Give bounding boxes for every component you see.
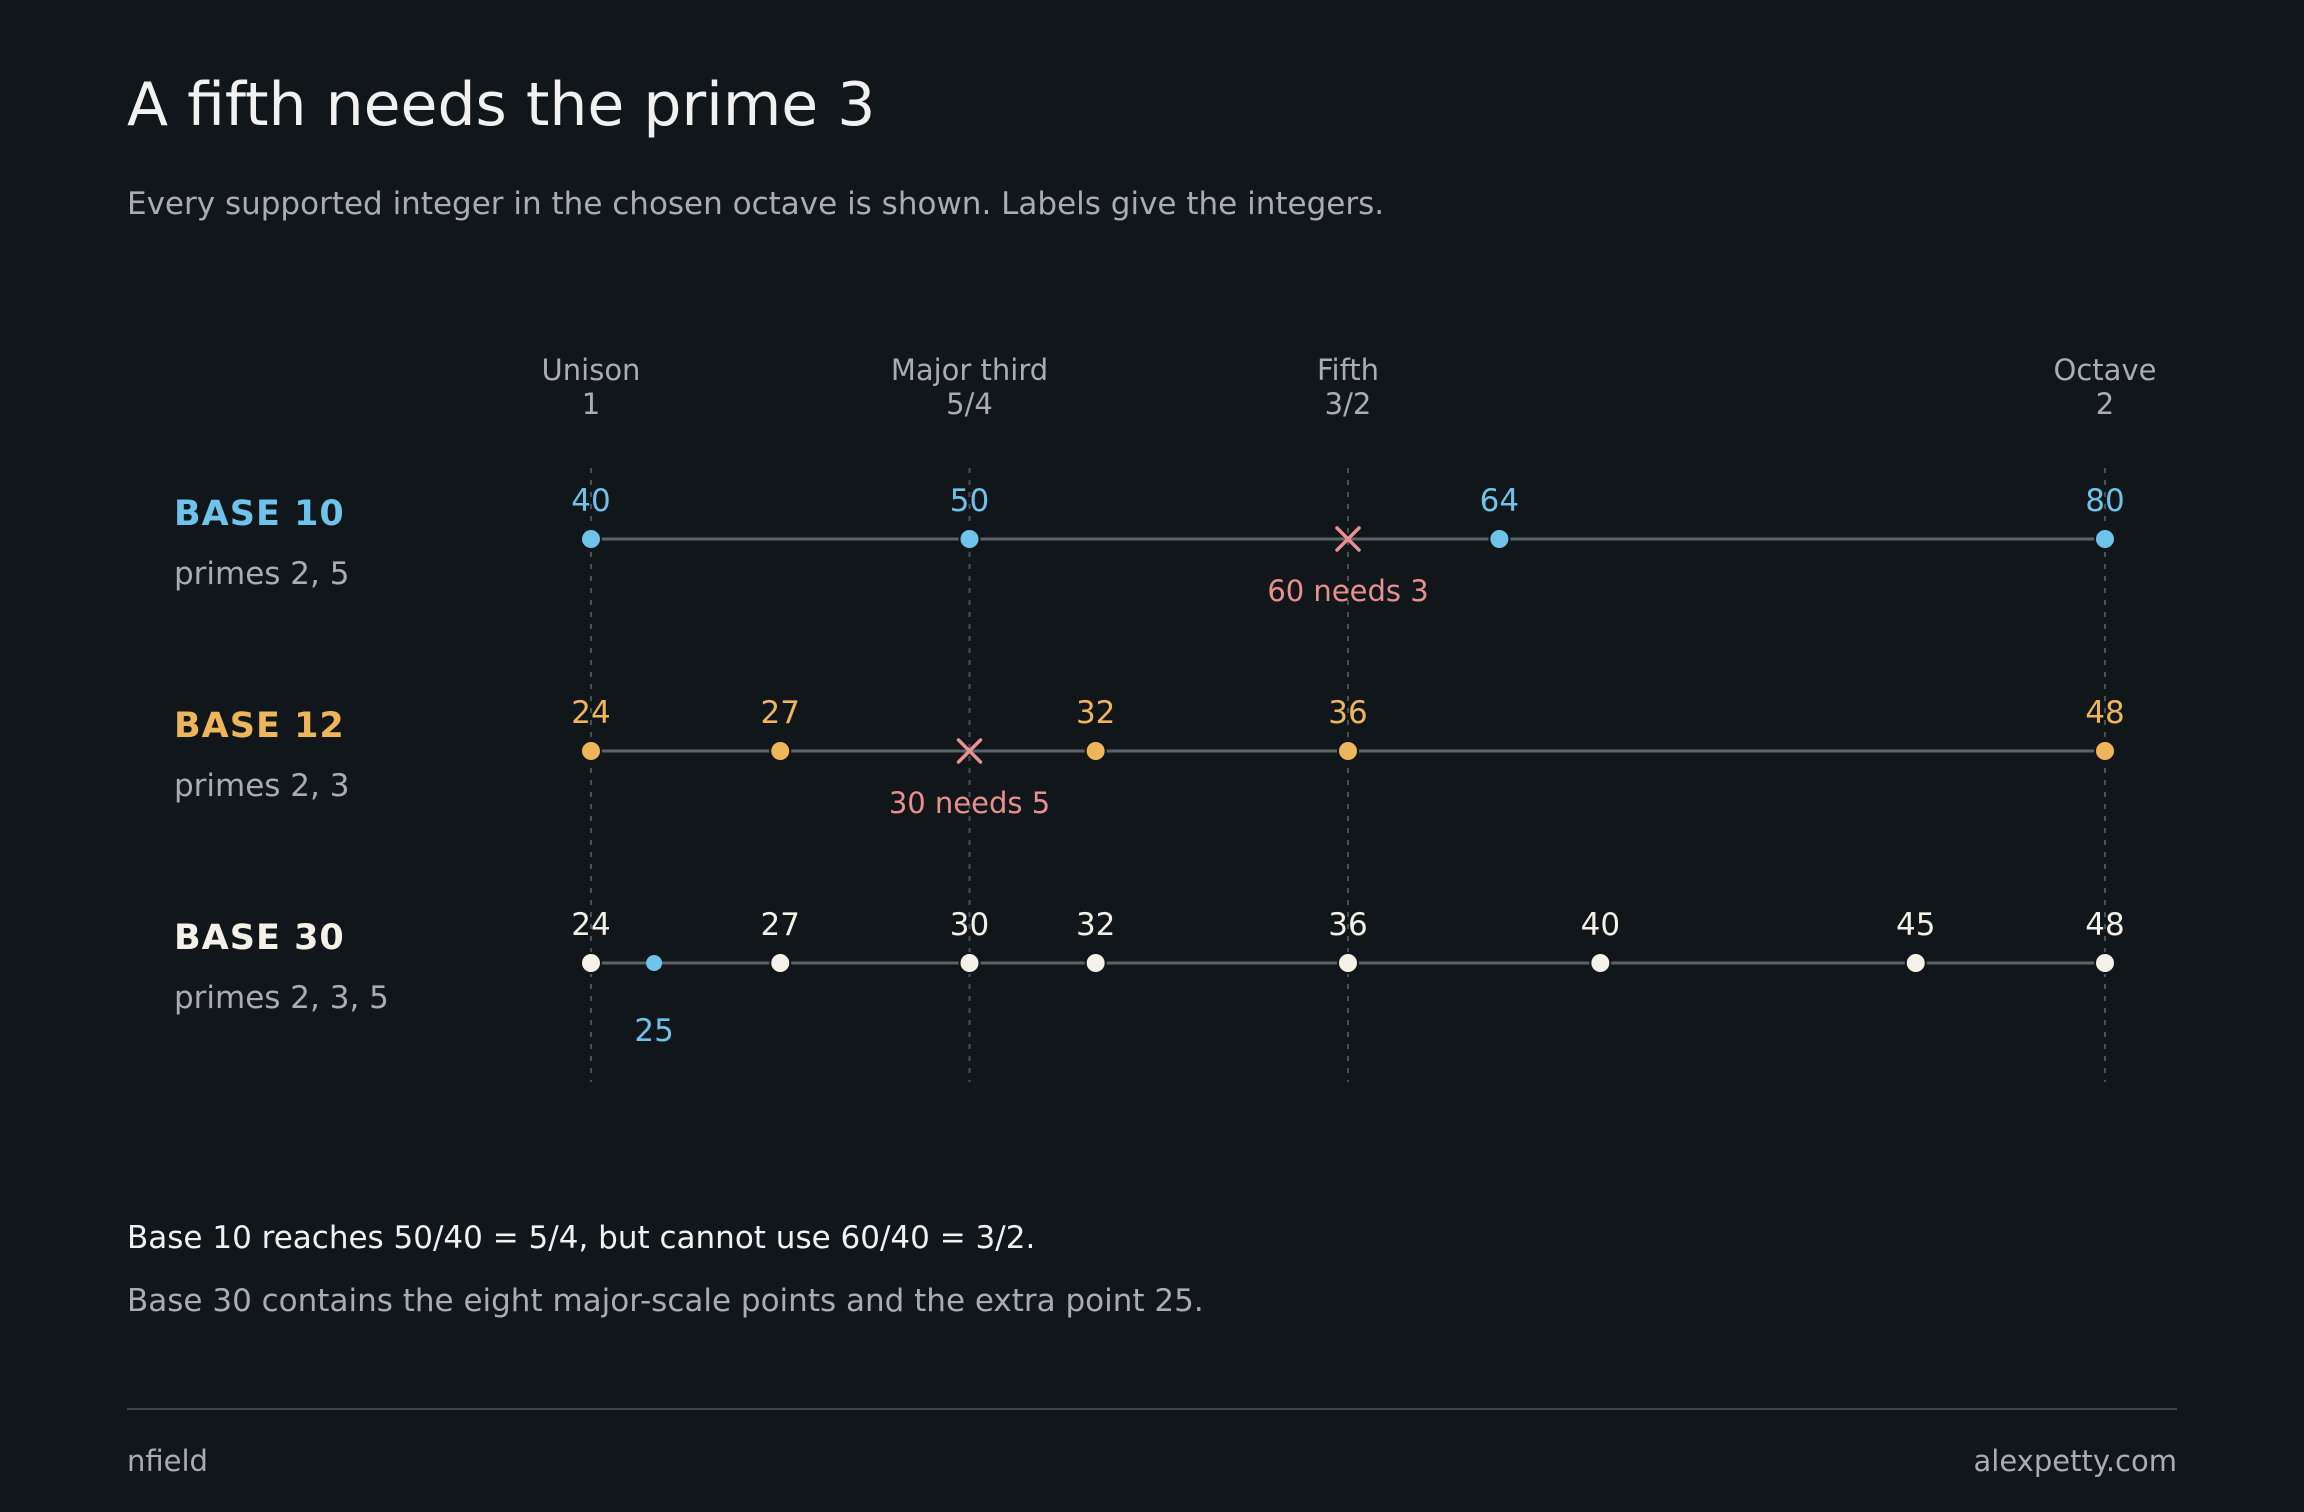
base-12-label: BASE 12 — [174, 706, 345, 746]
base-10-missing-label-60: 60 needs 3 — [1267, 574, 1428, 608]
base-30-point-45 — [1904, 952, 1927, 974]
base-30-point-48 — [2094, 952, 2116, 974]
column-name-0: Unison — [542, 353, 641, 387]
base-30-point-24 — [580, 952, 602, 974]
base-30-point-25 — [646, 955, 663, 971]
base-30-point-label-48: 48 — [2085, 907, 2124, 943]
base-12-missing-label-30: 30 needs 5 — [889, 786, 1050, 820]
base-12-point-48 — [2094, 740, 2116, 762]
base-30-point-label-40: 40 — [1581, 907, 1620, 943]
base-10-point-64 — [1488, 528, 1511, 550]
column-ratio-3: 2 — [2096, 387, 2114, 421]
base-12-point-label-32: 32 — [1076, 695, 1115, 731]
base-12-point-label-24: 24 — [571, 695, 610, 731]
column-ratio-0: 1 — [582, 387, 600, 421]
footer-left: nfield — [127, 1444, 208, 1478]
base-10-point-40 — [580, 528, 602, 550]
base-30-point-27 — [769, 952, 792, 974]
base-12-primes: primes 2, 3 — [174, 768, 349, 804]
base-30-point-32 — [1084, 952, 1107, 974]
base-12-point-36 — [1337, 740, 1359, 762]
base-12-point-27 — [769, 740, 792, 762]
base-30-point-label-36: 36 — [1328, 907, 1367, 943]
base-10-missing-marker-60 — [1335, 526, 1361, 552]
column-name-2: Fifth — [1317, 353, 1379, 387]
base-10-point-label-64: 64 — [1480, 483, 1519, 519]
base-12-point-24 — [580, 740, 602, 762]
base-10-primes: primes 2, 5 — [174, 556, 349, 592]
base-10-point-label-50: 50 — [950, 483, 989, 519]
column-name-1: Major third — [891, 353, 1048, 387]
base-30-point-label-45: 45 — [1896, 907, 1935, 943]
column-ratio-1: 5/4 — [946, 387, 993, 421]
footer-right: alexpetty.com — [1973, 1444, 2178, 1478]
base-30-point-label-25: 25 — [634, 1013, 673, 1049]
note-base-10: Base 10 reaches 50/40 = 5/4, but cannot … — [127, 1220, 1036, 1256]
base-30-point-label-27: 27 — [761, 907, 800, 943]
base-10-point-label-80: 80 — [2085, 483, 2124, 519]
base-10-point-80 — [2094, 528, 2116, 550]
base-30-primes: primes 2, 3, 5 — [174, 980, 389, 1016]
base-12-point-label-48: 48 — [2085, 695, 2124, 731]
page-subtitle: Every supported integer in the chosen oc… — [127, 186, 1385, 222]
base-12-point-label-27: 27 — [761, 695, 800, 731]
base-30-point-40 — [1589, 952, 1612, 974]
footer-divider — [127, 1408, 2177, 1410]
column-ratio-2: 3/2 — [1325, 387, 1372, 421]
base-10-point-50 — [958, 528, 981, 550]
base-30-point-label-30: 30 — [950, 907, 989, 943]
base-30-point-36 — [1337, 952, 1359, 974]
base-30-point-label-32: 32 — [1076, 907, 1115, 943]
base-30-point-30 — [958, 952, 981, 974]
base-12-point-label-36: 36 — [1328, 695, 1367, 731]
base-12-point-32 — [1084, 740, 1107, 762]
base-30-label: BASE 30 — [174, 918, 345, 958]
page-title: A fifth needs the prime 3 — [127, 70, 876, 140]
base-10-label: BASE 10 — [174, 494, 345, 534]
base-30-point-label-24: 24 — [571, 907, 610, 943]
base-10-point-label-40: 40 — [571, 483, 610, 519]
base-12-missing-marker-30 — [956, 738, 983, 764]
note-base-30: Base 30 contains the eight major-scale p… — [127, 1283, 1204, 1319]
column-name-3: Octave — [2054, 353, 2157, 387]
